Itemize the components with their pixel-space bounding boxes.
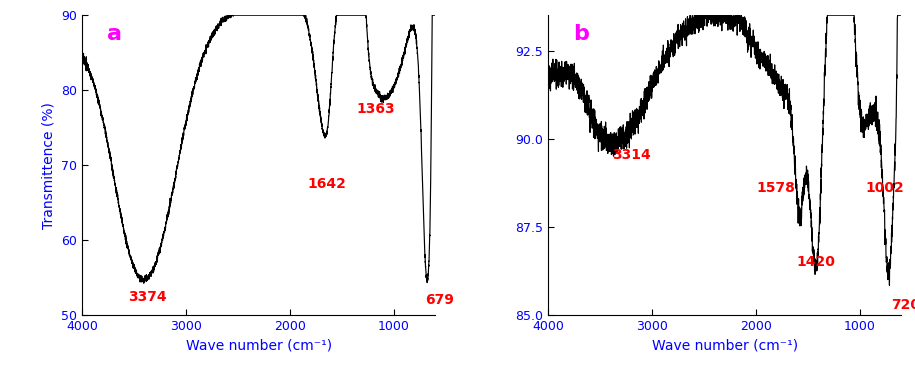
Text: 3314: 3314 bbox=[612, 148, 651, 162]
Text: 679: 679 bbox=[425, 293, 454, 307]
X-axis label: Wave number (cm⁻¹): Wave number (cm⁻¹) bbox=[186, 339, 332, 353]
Text: 1363: 1363 bbox=[356, 102, 394, 116]
Y-axis label: Transmittence (%): Transmittence (%) bbox=[42, 102, 56, 229]
Text: 1578: 1578 bbox=[757, 181, 795, 195]
Text: 3374: 3374 bbox=[128, 290, 167, 304]
Text: b: b bbox=[573, 24, 589, 44]
Text: 720: 720 bbox=[891, 298, 915, 312]
Text: 1420: 1420 bbox=[797, 255, 835, 269]
Text: 1642: 1642 bbox=[307, 177, 347, 191]
Text: 1002: 1002 bbox=[865, 181, 904, 195]
Text: a: a bbox=[107, 24, 122, 44]
X-axis label: Wave number (cm⁻¹): Wave number (cm⁻¹) bbox=[651, 339, 798, 353]
